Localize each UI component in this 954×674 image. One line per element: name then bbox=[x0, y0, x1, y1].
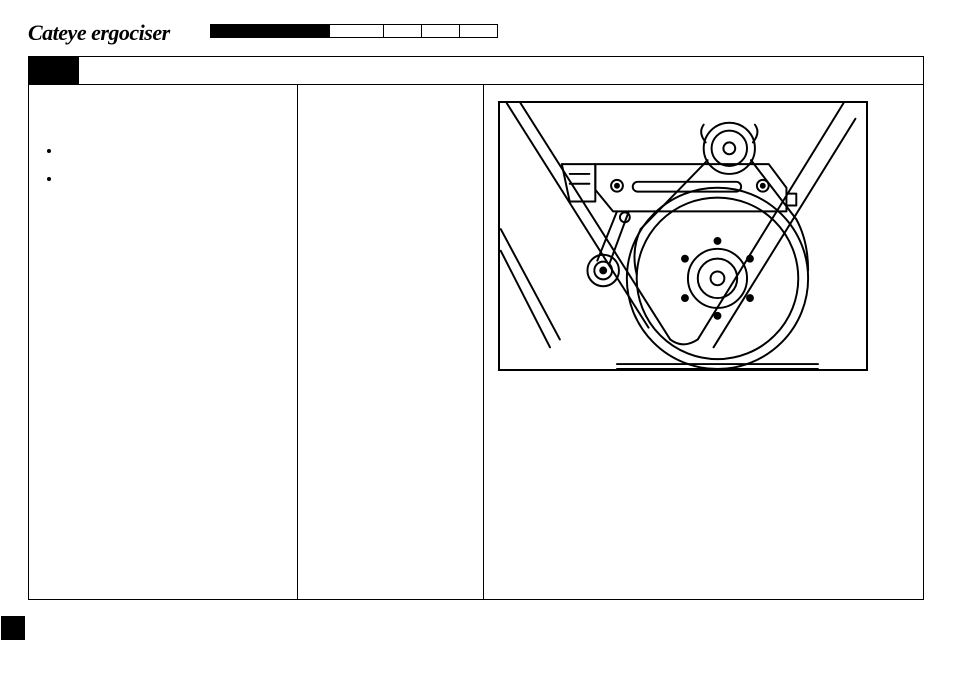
bullet-icon bbox=[47, 149, 51, 153]
top-tab-segment bbox=[422, 24, 460, 38]
top-tab-segment bbox=[330, 24, 384, 38]
top-tab-segment bbox=[384, 24, 422, 38]
table-body bbox=[29, 85, 923, 599]
page-number-block bbox=[1, 616, 25, 640]
header-black-tab bbox=[29, 57, 79, 84]
top-tab-segment bbox=[460, 24, 498, 38]
col-remedy bbox=[483, 85, 923, 599]
top-tab-segment bbox=[210, 24, 330, 38]
list-item bbox=[47, 171, 283, 181]
table-header bbox=[29, 57, 923, 85]
list-item bbox=[47, 143, 283, 153]
content-frame bbox=[28, 56, 924, 600]
top-tabs bbox=[210, 24, 498, 38]
col-symptom bbox=[29, 85, 297, 599]
brand-logo: Cateye ergociser bbox=[28, 20, 170, 46]
belt-assembly-diagram bbox=[498, 101, 868, 371]
bullet-icon bbox=[47, 177, 51, 181]
col-cause bbox=[297, 85, 483, 599]
